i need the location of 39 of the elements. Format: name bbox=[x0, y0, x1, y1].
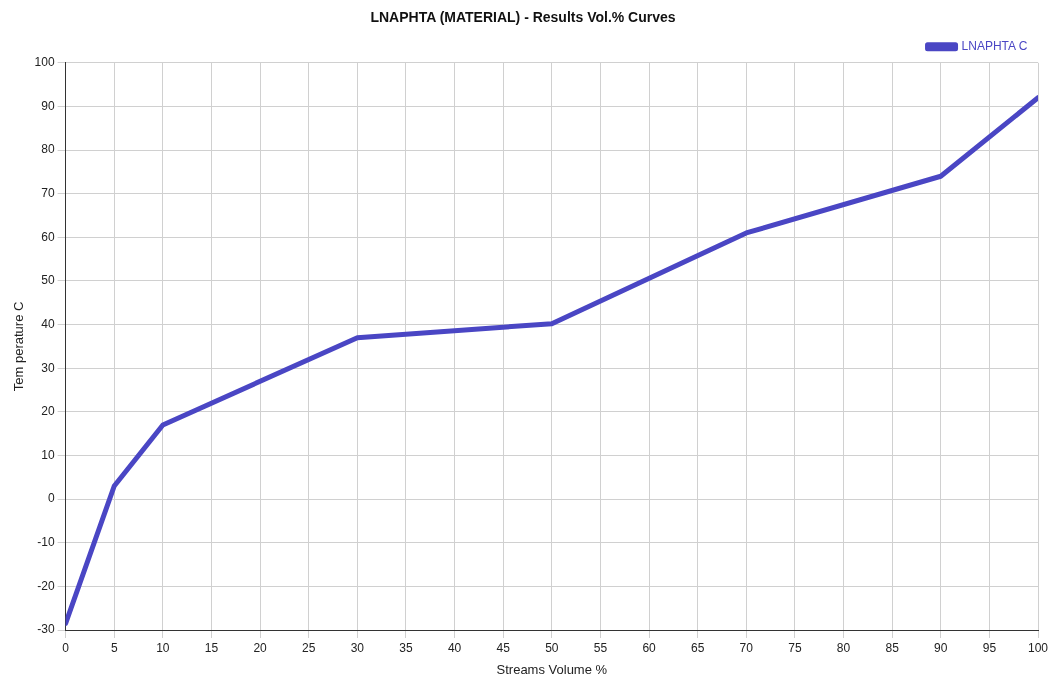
x-axis-title: Streams Volume % bbox=[496, 661, 608, 677]
x-tick-label: 5 bbox=[110, 640, 118, 655]
y-tick-label: 40 bbox=[41, 316, 55, 331]
x-tick-label: 50 bbox=[545, 640, 559, 655]
x-tick-label: 75 bbox=[788, 640, 802, 655]
y-tick-label: 50 bbox=[41, 273, 55, 288]
x-tick-label: 65 bbox=[690, 640, 705, 655]
x-tick-label: 55 bbox=[593, 640, 608, 655]
y-tick-label: 60 bbox=[41, 229, 55, 244]
y-tick-label: 20 bbox=[41, 404, 55, 419]
y-tick-label: 10 bbox=[41, 447, 55, 462]
y-tick-label: 90 bbox=[41, 98, 55, 113]
y-tick-label: -10 bbox=[37, 535, 55, 550]
y-tick-label: -30 bbox=[37, 622, 55, 637]
x-tick-label: 15 bbox=[204, 640, 219, 655]
x-tick-label: 70 bbox=[739, 640, 754, 655]
x-tick-label: 40 bbox=[447, 640, 462, 655]
x-tick-label: 0 bbox=[62, 640, 70, 655]
x-tick-label: 35 bbox=[399, 640, 413, 655]
x-tick-label: 100 bbox=[1027, 640, 1049, 655]
x-tick-label: 80 bbox=[836, 640, 851, 655]
y-tick-label: -20 bbox=[37, 578, 55, 593]
y-tick-label: 30 bbox=[41, 360, 55, 375]
y-tick-label: 80 bbox=[41, 142, 55, 157]
x-tick-label: 25 bbox=[302, 640, 316, 655]
y-tick-label: 0 bbox=[47, 491, 55, 506]
x-tick-label: 85 bbox=[885, 640, 900, 655]
x-tick-label: 60 bbox=[642, 640, 657, 655]
x-tick-label: 10 bbox=[156, 640, 170, 655]
x-tick-label: 20 bbox=[253, 640, 268, 655]
legend-label: LNAPHTA C bbox=[961, 39, 1028, 54]
chart-title: LNAPHTA (MATERIAL) - Results Vol.% Curves bbox=[370, 9, 676, 26]
x-tick-label: 45 bbox=[496, 640, 511, 655]
x-tick-label: 90 bbox=[934, 640, 948, 655]
x-tick-label: 30 bbox=[350, 640, 365, 655]
y-tick-label: 70 bbox=[41, 186, 55, 200]
y-tick-label: 100 bbox=[34, 55, 55, 70]
y-axis-title: Tem perature C bbox=[11, 301, 27, 392]
x-tick-label: 95 bbox=[982, 640, 997, 655]
